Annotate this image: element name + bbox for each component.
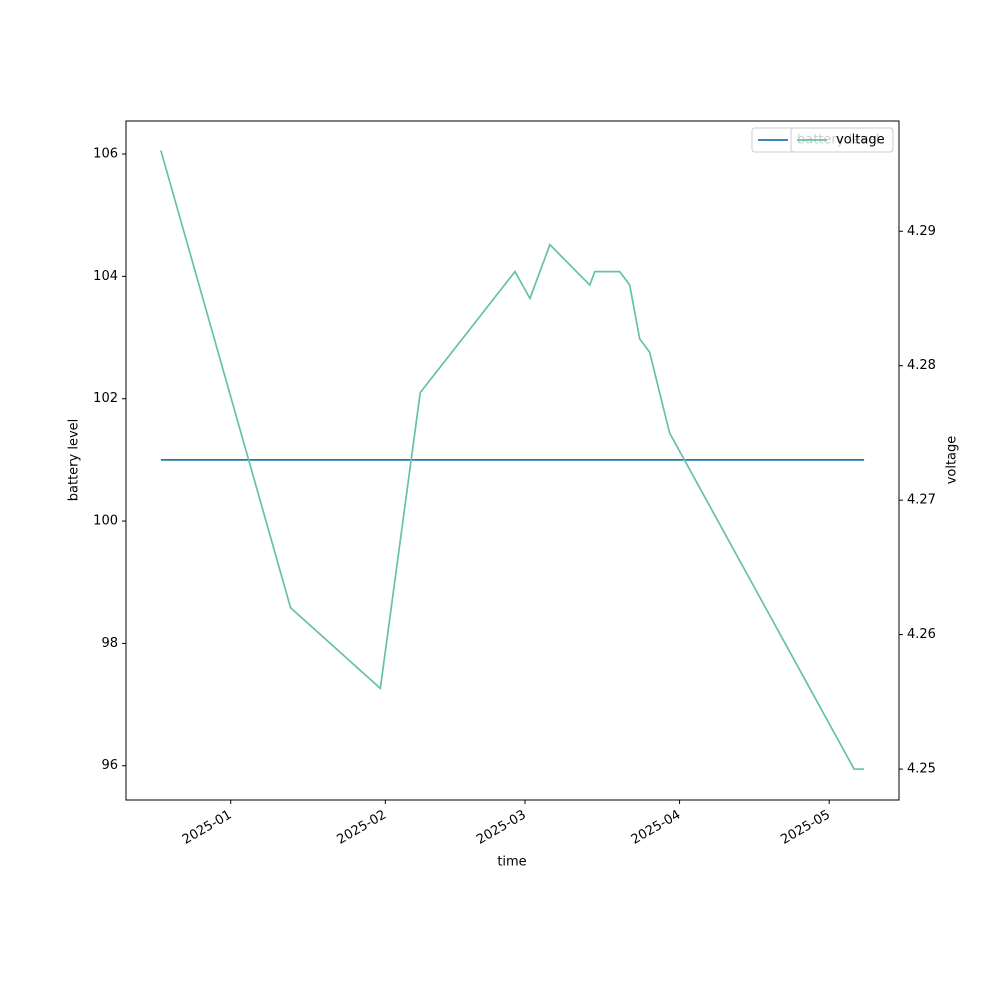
y2-axis-label: voltage — [945, 436, 960, 485]
y2-tick-label: 4.27 — [907, 493, 936, 508]
y-tick-label: 102 — [93, 391, 118, 406]
legend-label: voltage — [836, 133, 885, 148]
y2-tick-label: 4.25 — [907, 762, 936, 777]
x-tick-label: 2025-05 — [778, 808, 833, 848]
y-tick-label: 96 — [101, 758, 118, 773]
y-axis-label: battery level — [67, 419, 82, 502]
y2-tick-label: 4.29 — [907, 224, 936, 239]
y2-tick-label: 4.26 — [907, 627, 936, 642]
x-tick-label: 2025-04 — [629, 808, 684, 848]
y-tick-label: 100 — [93, 514, 118, 529]
plot-frame — [125, 120, 900, 801]
series-line — [160, 150, 865, 770]
x-tick-label: 2025-01 — [180, 808, 235, 848]
y-tick-label: 106 — [93, 147, 118, 162]
x-axis-label: time — [497, 855, 526, 870]
y-tick-label: 104 — [93, 269, 118, 284]
x-tick-label: 2025-02 — [335, 808, 390, 848]
y-tick-label: 98 — [101, 636, 118, 651]
y2-tick-label: 4.28 — [907, 358, 936, 373]
x-tick-label: 2025-03 — [474, 808, 529, 848]
legend-box — [790, 127, 894, 153]
